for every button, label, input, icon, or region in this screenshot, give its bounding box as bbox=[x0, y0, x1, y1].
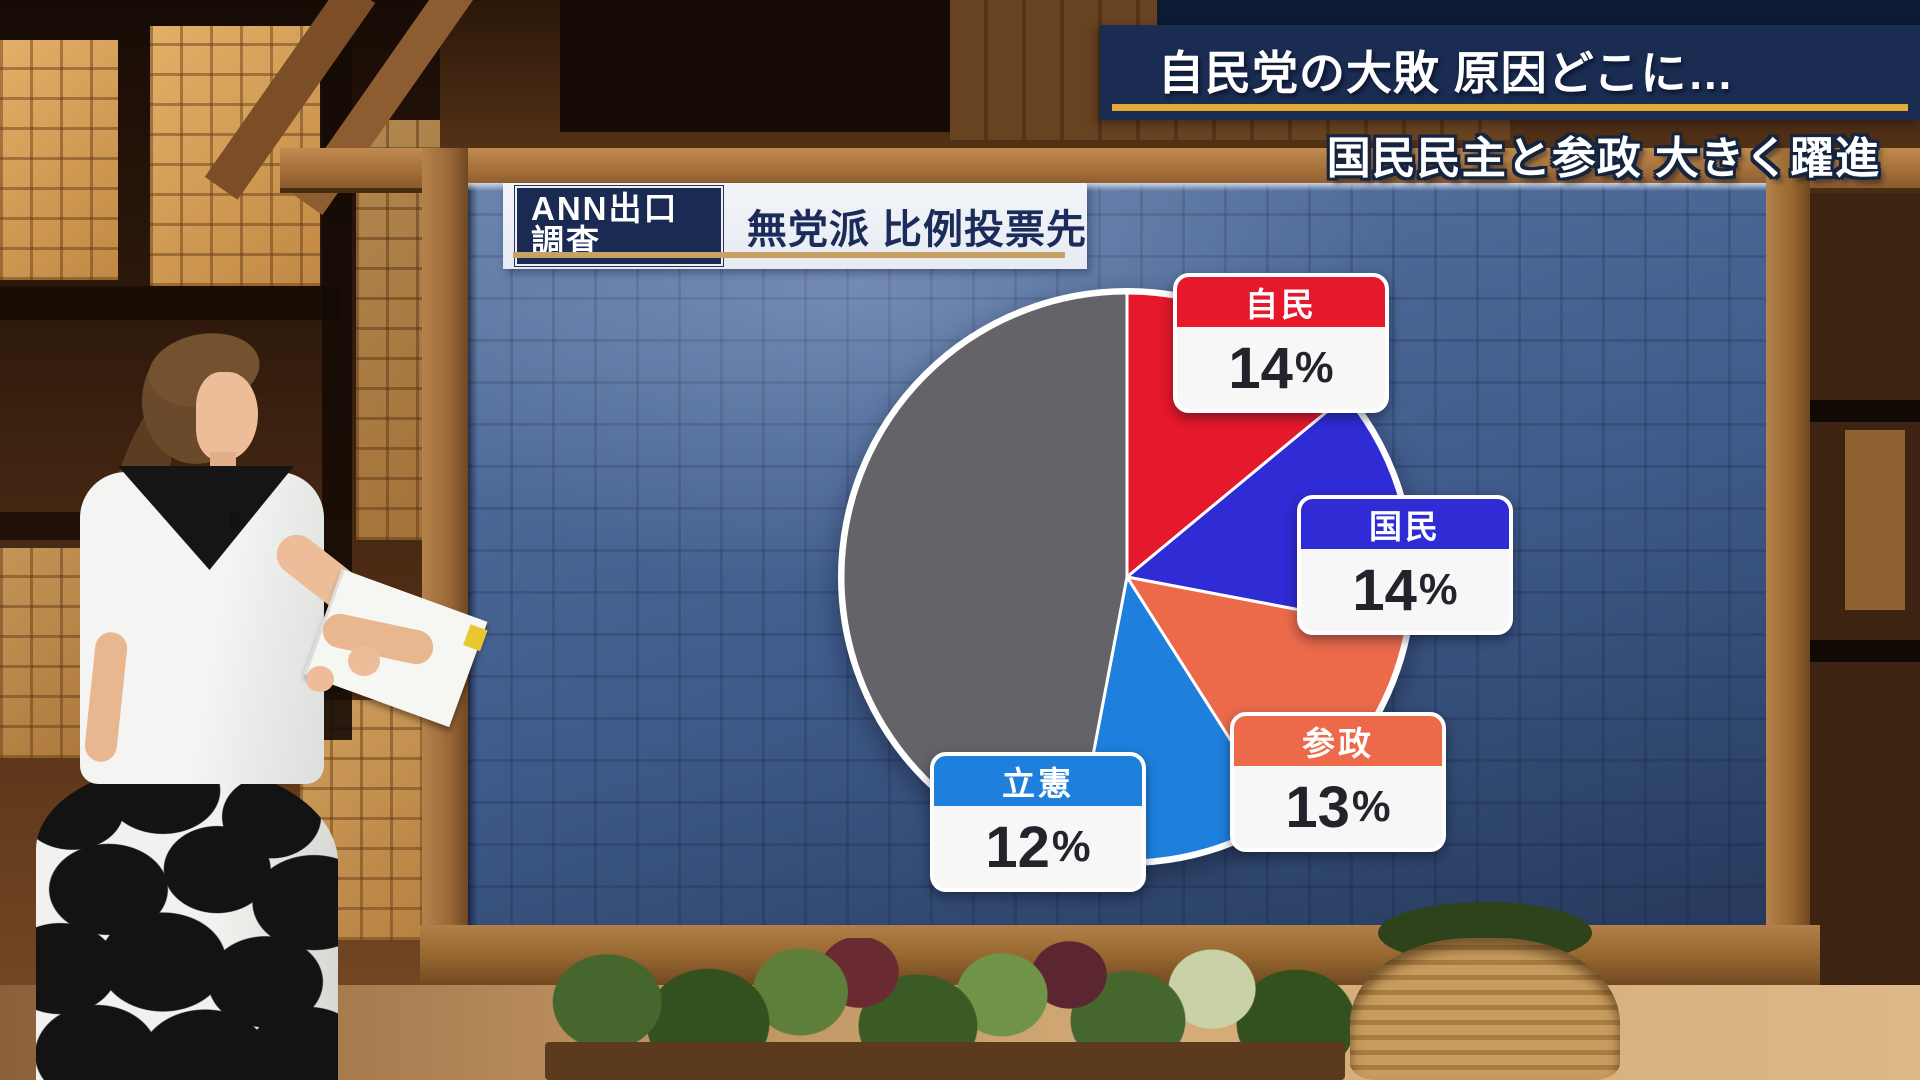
woven-basket bbox=[1350, 938, 1620, 1080]
shelf bbox=[0, 286, 340, 320]
chart-title-panel: ANN出口調査 無党派 比例投票先 bbox=[503, 183, 1087, 269]
pie-label-kokumin: 国民 14% bbox=[1297, 495, 1513, 635]
party-name: 参政 bbox=[1234, 716, 1442, 766]
title-underline bbox=[513, 252, 1065, 258]
value-number: 12 bbox=[985, 814, 1050, 880]
banner-gold-underline bbox=[1112, 104, 1908, 111]
party-value: 12% bbox=[934, 806, 1142, 888]
party-name: 自民 bbox=[1177, 277, 1385, 327]
shoji-panel bbox=[1845, 430, 1905, 610]
banner-top-strip bbox=[1157, 0, 1920, 27]
anchor-polkadot-skirt bbox=[36, 764, 338, 1080]
party-name: 国民 bbox=[1301, 499, 1509, 549]
value-number: 14 bbox=[1228, 335, 1293, 401]
party-value: 14% bbox=[1177, 327, 1385, 409]
anchor-hand bbox=[348, 646, 380, 676]
shelf bbox=[1810, 400, 1920, 422]
headline-text: 自民党の大敗 原因どこに… bbox=[1158, 47, 1735, 99]
chart-title: 無党派 比例投票先 bbox=[746, 208, 1087, 252]
value-unit: % bbox=[1418, 565, 1458, 614]
frame-left-post bbox=[422, 148, 468, 990]
sub-headline-text: 国民民主と参政 大きく躍進 bbox=[1326, 134, 1880, 183]
value-unit: % bbox=[1351, 782, 1391, 831]
value-number: 14 bbox=[1352, 557, 1417, 623]
wooden-planter bbox=[545, 1042, 1345, 1080]
party-value: 14% bbox=[1301, 549, 1509, 631]
pie-label-sansei: 参政 13% bbox=[1230, 712, 1446, 852]
ceiling-dark-panel bbox=[560, 0, 950, 132]
value-unit: % bbox=[1294, 343, 1334, 392]
anchor-hand bbox=[306, 666, 334, 692]
value-number: 13 bbox=[1285, 774, 1350, 840]
anchor-face bbox=[196, 372, 258, 460]
pie-label-jimin: 自民 14% bbox=[1173, 273, 1389, 413]
headline-banner: 自民党の大敗 原因どこに… bbox=[1100, 25, 1920, 120]
frame-right-post bbox=[1766, 148, 1810, 990]
value-unit: % bbox=[1051, 822, 1091, 871]
party-value: 13% bbox=[1234, 766, 1442, 848]
shelf bbox=[1810, 640, 1920, 662]
shoji-panel bbox=[0, 40, 118, 280]
shoji-panel bbox=[0, 548, 92, 758]
pie-label-rikken: 立憲 12% bbox=[930, 752, 1146, 892]
party-name: 立憲 bbox=[934, 756, 1142, 806]
